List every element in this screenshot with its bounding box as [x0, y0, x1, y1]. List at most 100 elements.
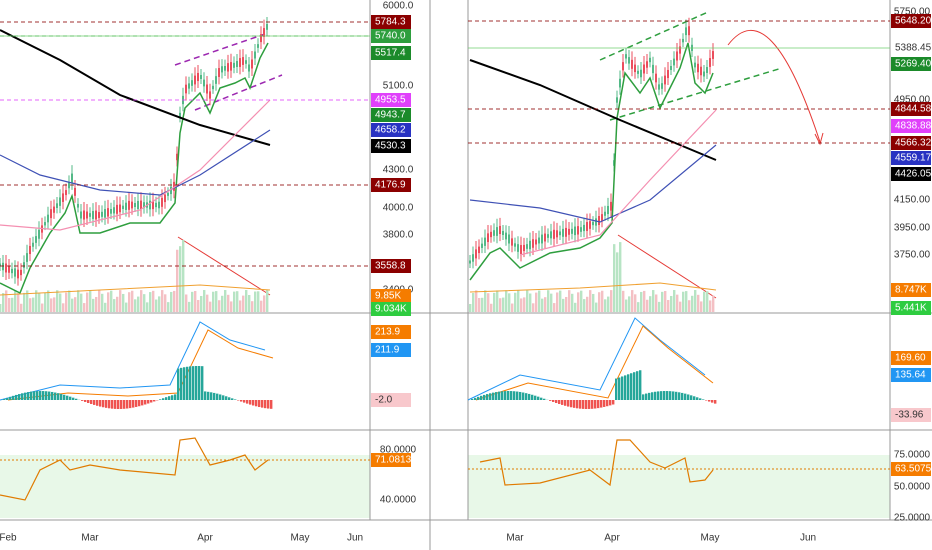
price-tag-text: 4844.58 — [895, 104, 932, 115]
candle — [74, 187, 76, 196]
macd-hist — [165, 397, 168, 400]
macd-hist — [246, 400, 249, 404]
volume-bar — [559, 290, 562, 312]
volume-bar — [649, 296, 652, 312]
price-tag-bg — [371, 178, 411, 192]
volume-bar — [595, 302, 598, 312]
macd-hist — [111, 400, 114, 409]
candle — [538, 237, 540, 244]
price-tag-bg — [891, 167, 931, 181]
price-tag: 213.9 — [371, 325, 411, 339]
volume-bar — [134, 299, 137, 312]
price-tag-bg — [891, 41, 931, 55]
volume-bar — [209, 301, 212, 312]
macd-hist — [576, 400, 579, 409]
macd-hist — [63, 394, 66, 400]
candle — [143, 202, 145, 208]
macd-hist — [597, 400, 600, 409]
candle — [23, 262, 25, 268]
macd-hist — [675, 391, 678, 400]
volume-bar — [592, 293, 595, 312]
candle — [230, 62, 232, 71]
candle — [634, 64, 636, 73]
macd-hist — [645, 393, 648, 400]
volume-bar — [167, 302, 170, 312]
ma-line — [0, 99, 271, 231]
candle — [257, 44, 259, 48]
volume-bar — [104, 302, 107, 312]
macd-hist — [141, 400, 144, 406]
candle — [158, 201, 160, 209]
candle — [496, 227, 498, 236]
candle — [703, 71, 705, 77]
macd-hist — [60, 393, 63, 400]
volume-bar — [622, 290, 625, 312]
macd-hist — [522, 392, 525, 400]
macd-hist — [96, 400, 99, 406]
candle — [628, 57, 630, 64]
price-tag-text: 169.60 — [895, 353, 926, 364]
price-tick: 4300.0 — [383, 165, 414, 176]
macd-hist — [627, 374, 630, 400]
price-tag-bg — [891, 119, 931, 133]
volume-bar — [589, 290, 592, 312]
candle — [95, 210, 97, 220]
price-tag: 4426.05 — [891, 167, 932, 181]
macd-hist — [528, 393, 531, 400]
candle — [685, 27, 687, 36]
candle — [559, 231, 561, 236]
price-tag: 4943.7 — [371, 108, 411, 122]
volume-bar — [92, 298, 95, 312]
volume-bar — [616, 252, 619, 312]
price-tick: 4000.0 — [383, 203, 414, 214]
candle — [26, 253, 28, 262]
volume-bar — [643, 290, 646, 312]
price-tag-text: 5648.20 — [895, 16, 932, 27]
macd-hist — [510, 391, 513, 400]
candle — [547, 234, 549, 238]
month-label: Jun — [347, 533, 363, 544]
candle — [532, 239, 534, 248]
rsi-tick: 40.0000 — [380, 495, 417, 506]
volume-bar — [646, 299, 649, 312]
price-tag-bg — [891, 14, 931, 28]
volume-bar — [613, 244, 616, 312]
macd-hist — [564, 400, 567, 406]
price-tag-bg — [891, 283, 931, 297]
macd-hist — [93, 400, 96, 405]
macd-hist — [609, 400, 612, 406]
price-tick: 5100.0 — [383, 81, 414, 92]
price-tag: 5.441K — [891, 301, 931, 315]
candle — [14, 268, 16, 277]
macd-hist — [180, 367, 183, 400]
macd-hist — [189, 366, 192, 400]
candle — [658, 84, 660, 90]
macd-hist — [201, 366, 204, 400]
candle — [128, 200, 130, 210]
volume-bar — [29, 298, 32, 312]
macd-hist — [30, 391, 33, 400]
macd-hist — [693, 396, 696, 400]
volume-bar — [472, 293, 475, 312]
macd-hist — [135, 400, 138, 407]
macd-hist — [669, 391, 672, 400]
volume-bar — [562, 298, 565, 312]
macd-hist — [663, 391, 666, 400]
macd-hist — [471, 398, 474, 400]
candle — [661, 83, 663, 89]
volume-bar — [580, 290, 583, 312]
volume-bar — [505, 290, 508, 312]
volume-bar — [242, 295, 245, 312]
volume-bar — [62, 303, 65, 312]
macd-hist — [570, 400, 573, 408]
macd-hist — [486, 394, 489, 400]
macd-hist — [708, 400, 711, 402]
candle — [62, 193, 64, 202]
volume-bar — [68, 290, 71, 312]
volume-bar — [239, 300, 242, 312]
macd-hist — [582, 400, 585, 409]
price-tag: 4176.9 — [371, 178, 411, 192]
candle — [517, 244, 519, 252]
volume-bar — [251, 301, 254, 312]
macd-hist — [162, 398, 165, 400]
